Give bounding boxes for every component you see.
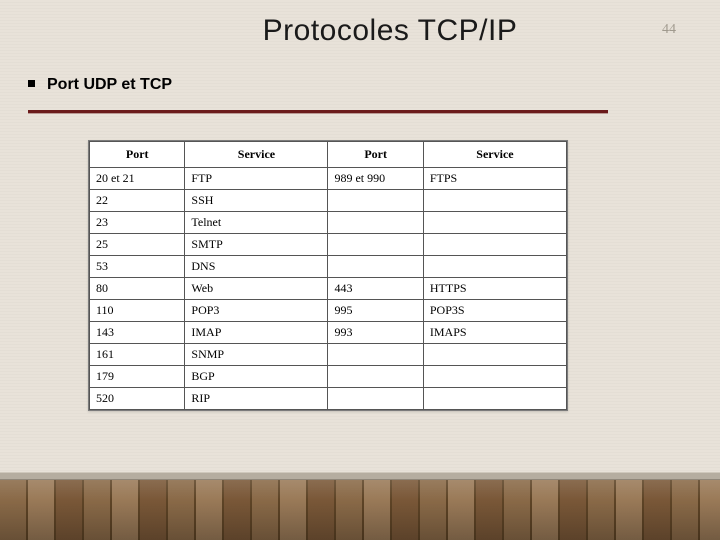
- cell: [328, 256, 423, 278]
- cell: 989 et 990: [328, 168, 423, 190]
- cell: POP3S: [423, 300, 566, 322]
- bullet-square-icon: [28, 80, 35, 87]
- table-row: 161 SNMP: [90, 344, 567, 366]
- cell: [423, 344, 566, 366]
- ports-table-container: Port Service Port Service 20 et 21 FTP 9…: [88, 140, 568, 411]
- subtitle-text: Port UDP et TCP: [47, 76, 172, 93]
- table-body: 20 et 21 FTP 989 et 990 FTPS 22 SSH 23 T…: [90, 168, 567, 410]
- cell: 161: [90, 344, 185, 366]
- cell: [328, 234, 423, 256]
- table-header-row: Port Service Port Service: [90, 142, 567, 168]
- ports-table: Port Service Port Service 20 et 21 FTP 9…: [89, 141, 567, 410]
- cell: [423, 234, 566, 256]
- slide-content: 44 Protocoles TCP/IP Port UDP et TCP Por…: [0, 0, 720, 540]
- cell: 80: [90, 278, 185, 300]
- table-row: 143 IMAP 993 IMAPS: [90, 322, 567, 344]
- cell: [423, 366, 566, 388]
- cell: [328, 388, 423, 410]
- table-row: 179 BGP: [90, 366, 567, 388]
- cell: [423, 190, 566, 212]
- cell: 143: [90, 322, 185, 344]
- cell: [423, 212, 566, 234]
- table-row: 23 Telnet: [90, 212, 567, 234]
- table-row: 25 SMTP: [90, 234, 567, 256]
- cell: 179: [90, 366, 185, 388]
- cell: [328, 190, 423, 212]
- cell: 995: [328, 300, 423, 322]
- horizontal-rule: [28, 110, 608, 113]
- cell: SSH: [185, 190, 328, 212]
- table-row: 53 DNS: [90, 256, 567, 278]
- cell: SMTP: [185, 234, 328, 256]
- cell: RIP: [185, 388, 328, 410]
- cell: 520: [90, 388, 185, 410]
- col-port-1: Port: [90, 142, 185, 168]
- subtitle-bullet: Port UDP et TCP: [28, 76, 172, 94]
- table-row: 22 SSH: [90, 190, 567, 212]
- cell: FTP: [185, 168, 328, 190]
- page-title: Protocoles TCP/IP: [0, 14, 720, 48]
- cell: BGP: [185, 366, 328, 388]
- cell: [423, 256, 566, 278]
- cell: IMAP: [185, 322, 328, 344]
- cell: 20 et 21: [90, 168, 185, 190]
- cell: DNS: [185, 256, 328, 278]
- cell: 25: [90, 234, 185, 256]
- cell: 110: [90, 300, 185, 322]
- cell: 443: [328, 278, 423, 300]
- cell: HTTPS: [423, 278, 566, 300]
- col-service-1: Service: [185, 142, 328, 168]
- cell: [328, 344, 423, 366]
- col-service-2: Service: [423, 142, 566, 168]
- cell: POP3: [185, 300, 328, 322]
- cell: FTPS: [423, 168, 566, 190]
- cell: [423, 388, 566, 410]
- table-row: 520 RIP: [90, 388, 567, 410]
- table-row: 80 Web 443 HTTPS: [90, 278, 567, 300]
- table-row: 20 et 21 FTP 989 et 990 FTPS: [90, 168, 567, 190]
- cell: 53: [90, 256, 185, 278]
- cell: Web: [185, 278, 328, 300]
- col-port-2: Port: [328, 142, 423, 168]
- table-row: 110 POP3 995 POP3S: [90, 300, 567, 322]
- cell: 993: [328, 322, 423, 344]
- cell: SNMP: [185, 344, 328, 366]
- cell: [328, 366, 423, 388]
- cell: Telnet: [185, 212, 328, 234]
- cell: 23: [90, 212, 185, 234]
- cell: IMAPS: [423, 322, 566, 344]
- cell: [328, 212, 423, 234]
- cell: 22: [90, 190, 185, 212]
